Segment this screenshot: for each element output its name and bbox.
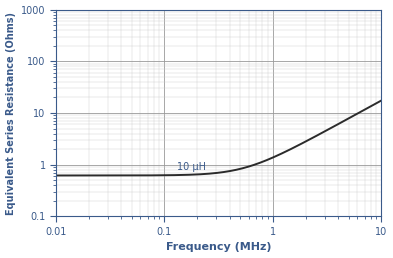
Text: 10 μH: 10 μH [177, 162, 206, 172]
Y-axis label: Equivalent Series Resistance (Ohms): Equivalent Series Resistance (Ohms) [6, 12, 16, 214]
X-axis label: Frequency (MHz): Frequency (MHz) [166, 243, 272, 252]
